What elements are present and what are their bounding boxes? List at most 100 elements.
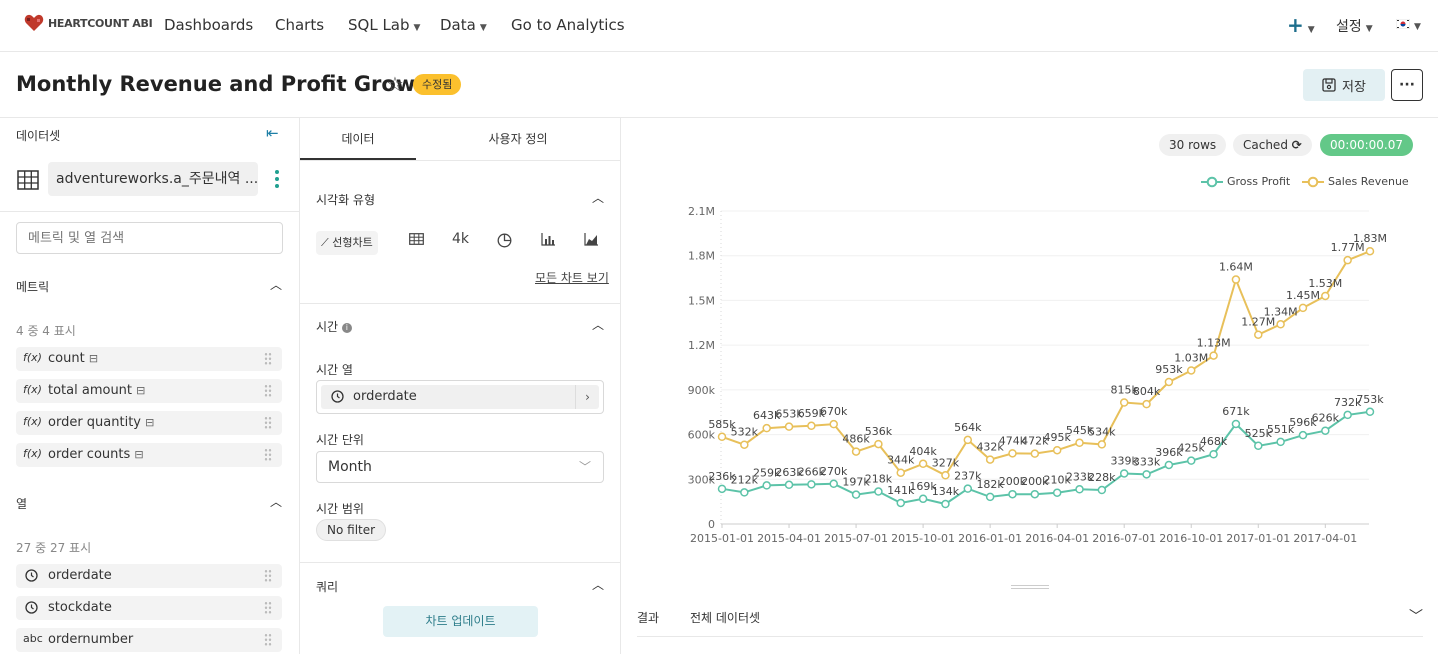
drag-handle-icon[interactable] bbox=[264, 633, 272, 647]
dataset-menu-icon[interactable] bbox=[275, 170, 281, 191]
time-grain-select[interactable]: Month ﹀ bbox=[316, 451, 604, 483]
query-section-title[interactable]: 쿼리 bbox=[316, 580, 339, 594]
y-tick-label: 600k bbox=[688, 429, 716, 442]
legend-item-sales-revenue[interactable]: Sales Revenue bbox=[1302, 175, 1409, 188]
metric-item[interactable]: f(x) order counts ⊟ bbox=[16, 443, 282, 467]
collapse-panel-icon[interactable]: ⇤ bbox=[266, 124, 279, 142]
data-point bbox=[1276, 320, 1285, 329]
chevron-up-icon[interactable]: ︿ bbox=[270, 278, 283, 292]
nav-sql-lab-label: SQL Lab bbox=[348, 16, 410, 34]
data-point bbox=[1164, 377, 1174, 387]
metric-name-text: order quantity bbox=[48, 415, 141, 430]
columns-section-title[interactable]: 열 bbox=[16, 497, 28, 511]
viz-type-title[interactable]: 시각화 유형 bbox=[316, 193, 376, 207]
drag-handle-icon[interactable] bbox=[264, 448, 272, 462]
nav-dashboards[interactable]: Dashboards bbox=[164, 16, 253, 34]
column-name: ordernumber bbox=[48, 632, 134, 647]
info-icon[interactable]: i bbox=[341, 322, 352, 333]
metric-column-search-input[interactable] bbox=[16, 222, 283, 254]
chevron-right-icon[interactable]: › bbox=[575, 385, 599, 409]
metric-name: count ⊟ bbox=[48, 351, 98, 366]
data-label: 495k bbox=[1043, 431, 1071, 444]
settings-menu[interactable]: 설정 ▼ bbox=[1336, 16, 1373, 36]
metric-item[interactable]: f(x) count ⊟ bbox=[16, 347, 282, 371]
x-tick-label: 2016-10-01 bbox=[1159, 532, 1223, 545]
save-button[interactable]: 저장 bbox=[1303, 69, 1385, 101]
time-column-selector[interactable]: orderdate › bbox=[316, 380, 604, 414]
big-number-icon[interactable]: 4k bbox=[452, 231, 470, 247]
nav-sql-lab[interactable]: SQL Lab ▼ bbox=[348, 16, 420, 34]
ellipsis-icon: ··· bbox=[1399, 77, 1415, 93]
column-item[interactable]: abc ordernumber bbox=[16, 628, 282, 652]
save-label: 저장 bbox=[1342, 79, 1366, 95]
drag-handle-icon[interactable] bbox=[264, 416, 272, 430]
nav-data[interactable]: Data ▼ bbox=[440, 16, 487, 34]
line-chart-option[interactable]: ⟋ 선형차트 bbox=[316, 231, 378, 255]
drag-handle-icon[interactable] bbox=[264, 601, 272, 615]
metrics-section-title[interactable]: 메트릭 bbox=[16, 280, 50, 294]
add-menu[interactable]: + ▼ bbox=[1287, 13, 1315, 37]
brand-logo[interactable]: HEARTCOUNT ABI bbox=[24, 14, 153, 32]
metric-name: order counts ⊟ bbox=[48, 447, 144, 462]
chevron-up-icon[interactable]: ︿ bbox=[592, 318, 605, 332]
legend-item-gross-profit[interactable]: Gross Profit bbox=[1201, 175, 1290, 188]
caret-down-icon: ▼ bbox=[479, 23, 487, 33]
tab-customize[interactable]: 사용자 정의 bbox=[488, 132, 548, 146]
pie-chart-icon[interactable] bbox=[497, 233, 512, 252]
chevron-up-icon[interactable]: ︿ bbox=[592, 191, 605, 205]
time-range-chip[interactable]: No filter bbox=[316, 519, 387, 541]
data-point bbox=[1276, 437, 1285, 447]
metric-item[interactable]: f(x) order quantity ⊟ bbox=[16, 411, 282, 435]
metric-name: total amount ⊟ bbox=[48, 383, 145, 398]
data-label: 545k bbox=[1066, 424, 1094, 437]
drag-handle-icon[interactable] bbox=[264, 352, 272, 366]
update-chart-button[interactable]: 차트 업데이트 bbox=[383, 606, 538, 637]
data-point bbox=[829, 479, 838, 489]
cached-badge[interactable]: Cached ⟳ bbox=[1233, 134, 1312, 156]
language-menu[interactable]: ▼ bbox=[1395, 17, 1421, 33]
data-label: 228k bbox=[1088, 471, 1116, 484]
metrics-count: 4 중 4 표시 bbox=[16, 324, 76, 338]
table-chart-icon[interactable] bbox=[409, 233, 424, 249]
resize-handle[interactable] bbox=[1011, 585, 1049, 589]
data-label: 536k bbox=[865, 425, 893, 438]
drag-handle-icon[interactable] bbox=[264, 384, 272, 398]
chevron-down-icon[interactable]: ﹀ bbox=[1409, 609, 1423, 625]
data-point bbox=[1254, 441, 1263, 450]
chevron-up-icon[interactable]: ︿ bbox=[592, 578, 605, 592]
data-label: 532k bbox=[731, 426, 759, 439]
area-chart-icon[interactable] bbox=[584, 233, 599, 250]
dataset-selector[interactable]: adventureworks.a_주문내역 ... bbox=[48, 162, 258, 196]
tab-data[interactable]: 데이터 bbox=[300, 118, 416, 160]
data-label: 169k bbox=[909, 480, 937, 493]
nav-charts-label: Charts bbox=[275, 16, 325, 34]
data-point bbox=[851, 490, 861, 499]
time-column-value: orderdate bbox=[353, 389, 417, 404]
drag-handle-icon[interactable] bbox=[264, 569, 272, 583]
data-point bbox=[941, 471, 950, 480]
data-point bbox=[1231, 275, 1241, 284]
nav-charts[interactable]: Charts bbox=[275, 16, 324, 34]
data-point bbox=[1343, 410, 1352, 420]
column-item[interactable]: stockdate bbox=[16, 596, 282, 620]
bar-chart-icon[interactable] bbox=[541, 233, 556, 250]
data-label: 732k bbox=[1334, 396, 1362, 409]
chevron-up-icon[interactable]: ︿ bbox=[270, 495, 283, 509]
more-options-button[interactable]: ··· bbox=[1391, 69, 1423, 101]
x-tick-label: 2015-07-01 bbox=[824, 532, 888, 545]
data-point bbox=[1365, 407, 1375, 417]
page-title[interactable]: Monthly Revenue and Profit Growth bbox=[16, 72, 441, 96]
metric-item[interactable]: f(x) total amount ⊟ bbox=[16, 379, 282, 403]
star-icon[interactable]: ☆ bbox=[386, 72, 404, 96]
results-tab-full-dataset[interactable]: 전체 데이터셋 bbox=[690, 611, 761, 625]
time-column-chip[interactable]: orderdate › bbox=[321, 385, 599, 409]
view-all-charts-link[interactable]: 모든 차트 보기 bbox=[535, 271, 609, 285]
time-section-title[interactable]: 시간 i bbox=[316, 318, 352, 335]
nav-go-to-analytics[interactable]: Go to Analytics bbox=[511, 16, 625, 34]
cached-label: Cached bbox=[1243, 138, 1288, 152]
function-icon: f(x) bbox=[23, 383, 42, 396]
column-item[interactable]: orderdate bbox=[16, 564, 282, 588]
data-point bbox=[740, 488, 749, 497]
line-chart-label: 선형차트 bbox=[332, 236, 373, 249]
